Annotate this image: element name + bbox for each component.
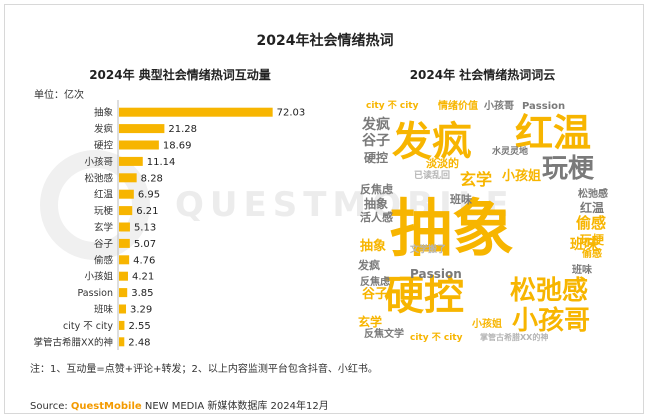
source-brand: QuestMobile <box>70 401 142 412</box>
figure-frame <box>4 4 644 414</box>
cloud-word: 玄学 <box>358 315 383 329</box>
cloud-word: 情绪价值 <box>438 101 478 112</box>
cloud-word: 谷子 <box>362 133 390 149</box>
word-cloud-title: 2024年 社会情绪热词词云 <box>409 68 556 82</box>
value-label: 6.95 <box>138 190 160 201</box>
cloud-word: 反焦虑 <box>360 183 393 196</box>
bar <box>119 222 130 232</box>
cloud-word: 硬控 <box>364 151 389 165</box>
value-label: 4.21 <box>132 272 154 283</box>
bar <box>119 238 130 248</box>
source-rest: NEW MEDIA 新媒体数据库 2024年12月 <box>144 401 329 412</box>
cloud-word: 掌管古希腊XX的神 <box>480 333 549 342</box>
cloud-word: 发疯 <box>358 259 380 272</box>
unit-label: 单位：亿次 <box>34 90 84 101</box>
cloud-word: 抽象 <box>360 239 387 254</box>
cloud-word: 玩梗 <box>542 154 595 184</box>
cloud-word: 硬控 <box>384 273 464 319</box>
cloud-word: 偷感 <box>582 249 602 260</box>
bar <box>119 124 165 134</box>
category-label: 小孩姐 <box>84 271 113 283</box>
cloud-word: Passion <box>522 101 566 112</box>
bar <box>119 156 143 166</box>
category-label: 红温 <box>94 189 114 201</box>
cloud-word: 松弛感 <box>510 276 589 306</box>
cloud-word: 文学搬了 <box>410 245 447 255</box>
category-label: 玄学 <box>94 222 113 234</box>
bar-chart-title: 2024年 典型社会情绪热词互动量 <box>89 68 271 82</box>
value-label: 5.13 <box>134 223 156 234</box>
cloud-word: 淡淡的 <box>426 157 459 170</box>
cloud-word: 班味 <box>450 193 472 206</box>
source-line: Source: QuestMobile NEW MEDIA 新媒体数据库 202… <box>30 397 329 412</box>
cloud-word: 发疯 <box>392 119 472 165</box>
cloud-word: 反焦虑 <box>360 277 390 288</box>
cloud-word: 水灵灵地 <box>492 147 529 157</box>
bar <box>119 337 125 347</box>
value-label: 4.76 <box>133 255 155 266</box>
category-label: Passion <box>78 288 114 299</box>
cloud-word: city 不 city <box>366 101 419 111</box>
bar <box>119 107 273 117</box>
cloud-word: 玩梗 <box>580 233 605 247</box>
watermark-text: QUESTMOBILE <box>175 185 515 225</box>
value-label: 72.03 <box>277 108 306 119</box>
bar <box>119 140 159 150</box>
category-label: 发疯 <box>94 123 114 135</box>
value-label: 2.55 <box>128 321 150 332</box>
cloud-word: 抽象 <box>390 192 515 265</box>
word-cloud: 抽象 发疯 红温 硬控 玩梗 松弛感 小孩哥 玄学 小孩姐 偷感 玩梗 班味 发疯 谷子 硬控 反焦虑 抽象 活人… <box>350 98 610 343</box>
cloud-word: 已读乱回 <box>414 171 451 181</box>
value-label: 3.29 <box>130 305 152 316</box>
category-label: 掌管古希腊XX的神 <box>33 336 113 348</box>
cloud-word: 红温 <box>580 201 605 215</box>
cloud-word: 松弛感 <box>578 189 608 200</box>
value-label: 11.14 <box>147 157 176 168</box>
value-label: 5.07 <box>134 239 156 250</box>
cloud-word: Passion <box>410 267 462 281</box>
source-label: Source: <box>30 401 68 412</box>
cloud-word: 谷子 <box>362 287 389 302</box>
category-label: 班味 <box>94 304 114 316</box>
bar <box>119 173 137 183</box>
value-label: 2.48 <box>128 337 150 348</box>
category-label: 小孩哥 <box>84 156 113 168</box>
category-label: 玩梗 <box>94 205 114 217</box>
category-label: 抽象 <box>94 107 114 119</box>
cloud-word: 反焦文学 <box>364 329 404 340</box>
bar <box>119 304 127 314</box>
cloud-word: 小孩姐 <box>502 169 542 184</box>
cloud-word: 发疯 <box>362 117 390 133</box>
value-label: 21.28 <box>168 124 197 135</box>
category-label: 松弛感 <box>84 172 113 184</box>
page-title: 2024年社会情绪热词 <box>256 33 394 49</box>
cloud-word: 偷感 <box>576 214 607 232</box>
bar <box>119 271 128 281</box>
cloud-word: city 不 city <box>410 333 463 343</box>
category-label: 谷子 <box>94 239 114 250</box>
cloud-word: 活人感 <box>360 211 393 224</box>
cloud-word: 玄学 <box>460 170 493 189</box>
category-label: 偷感 <box>94 254 114 266</box>
cloud-word: 小孩哥 <box>484 101 514 112</box>
bar-chart: 抽象 72.03 发疯 21.28 硬控 18.69 小孩哥 11.14 松弛感 8.28 红温 6.… <box>33 100 306 350</box>
cloud-word: 抽象 <box>364 197 389 211</box>
cloud-word: 班味 <box>572 265 592 276</box>
footnote: 注：1、互动量=点赞+评论+转发；2、以上内容监测平台包含抖音、小红书。 <box>30 364 378 375</box>
value-label: 18.69 <box>163 141 192 152</box>
cloud-word: 班味 <box>570 237 598 253</box>
cloud-word: 小孩哥 <box>512 306 591 336</box>
category-label: city 不 city <box>63 321 113 332</box>
bar <box>119 206 133 216</box>
cloud-word: 小孩姐 <box>472 319 502 330</box>
value-label: 6.21 <box>136 206 158 217</box>
bar <box>119 320 125 330</box>
bar <box>119 255 130 265</box>
cloud-word: 红温 <box>515 111 592 155</box>
category-label: 硬控 <box>94 140 114 152</box>
bar <box>119 288 128 298</box>
value-label: 8.28 <box>141 173 163 184</box>
value-label: 3.85 <box>131 288 153 299</box>
bar <box>119 189 134 199</box>
